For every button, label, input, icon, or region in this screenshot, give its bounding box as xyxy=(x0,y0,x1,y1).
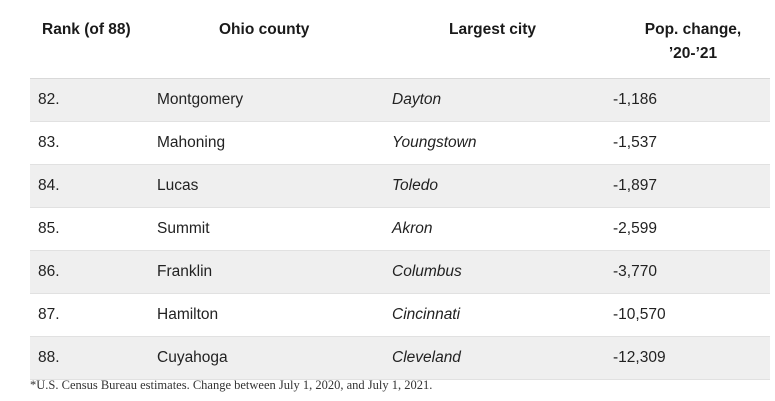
rank-cell: 86. xyxy=(38,263,60,280)
county-cell: Franklin xyxy=(157,263,213,280)
pop-change-cell: -10,570 xyxy=(613,306,666,323)
table-row: 83. Mahoning Youngstown -1,537 xyxy=(30,122,770,165)
county-cell: Lucas xyxy=(157,177,199,194)
pop-change-cell: -12,309 xyxy=(613,349,666,366)
header-rank: Rank (of 88) xyxy=(42,21,131,38)
rank-cell: 88. xyxy=(38,349,60,366)
footnote: *U.S. Census Bureau estimates. Change be… xyxy=(30,378,433,392)
header-pop-change: Pop. change, ’20-’21 xyxy=(637,18,749,66)
pop-change-cell: -2,599 xyxy=(613,220,657,237)
city-cell: Akron xyxy=(392,220,433,237)
pop-change-cell: -3,770 xyxy=(613,263,657,280)
rank-cell: 82. xyxy=(38,91,60,108)
table-row: 86. Franklin Columbus -3,770 xyxy=(30,251,770,294)
pop-change-cell: -1,537 xyxy=(613,134,657,151)
table-row: 85. Summit Akron -2,599 xyxy=(30,208,770,251)
header-pop-change-line2: ’20-’21 xyxy=(668,45,718,62)
rank-cell: 87. xyxy=(38,306,60,323)
rank-cell: 84. xyxy=(38,177,60,194)
table-header: Rank (of 88) Ohio county Largest city Po… xyxy=(30,0,770,79)
city-cell: Youngstown xyxy=(392,134,477,151)
county-cell: Montgomery xyxy=(157,91,244,108)
county-table: Rank (of 88) Ohio county Largest city Po… xyxy=(30,0,770,380)
city-cell: Toledo xyxy=(392,177,438,194)
table-row: 84. Lucas Toledo -1,897 xyxy=(30,165,770,208)
header-county: Ohio county xyxy=(219,21,310,38)
city-cell: Dayton xyxy=(392,91,442,108)
county-cell: Hamilton xyxy=(157,306,219,323)
pop-change-cell: -1,186 xyxy=(613,91,657,108)
county-cell: Mahoning xyxy=(157,134,226,151)
city-cell: Cincinnati xyxy=(392,306,461,323)
county-cell: Summit xyxy=(157,220,210,237)
table-row: 88. Cuyahoga Cleveland -12,309 xyxy=(30,337,770,380)
rank-cell: 83. xyxy=(38,134,60,151)
county-cell: Cuyahoga xyxy=(157,349,228,366)
header-city: Largest city xyxy=(449,21,537,38)
pop-change-cell: -1,897 xyxy=(613,177,657,194)
city-cell: Cleveland xyxy=(392,349,461,366)
table-row: 87. Hamilton Cincinnati -10,570 xyxy=(30,294,770,337)
city-cell: Columbus xyxy=(392,263,462,280)
table-row: 82. Montgomery Dayton -1,186 xyxy=(30,79,770,122)
rank-cell: 85. xyxy=(38,220,60,237)
header-pop-change-line1: Pop. change, xyxy=(644,21,742,38)
